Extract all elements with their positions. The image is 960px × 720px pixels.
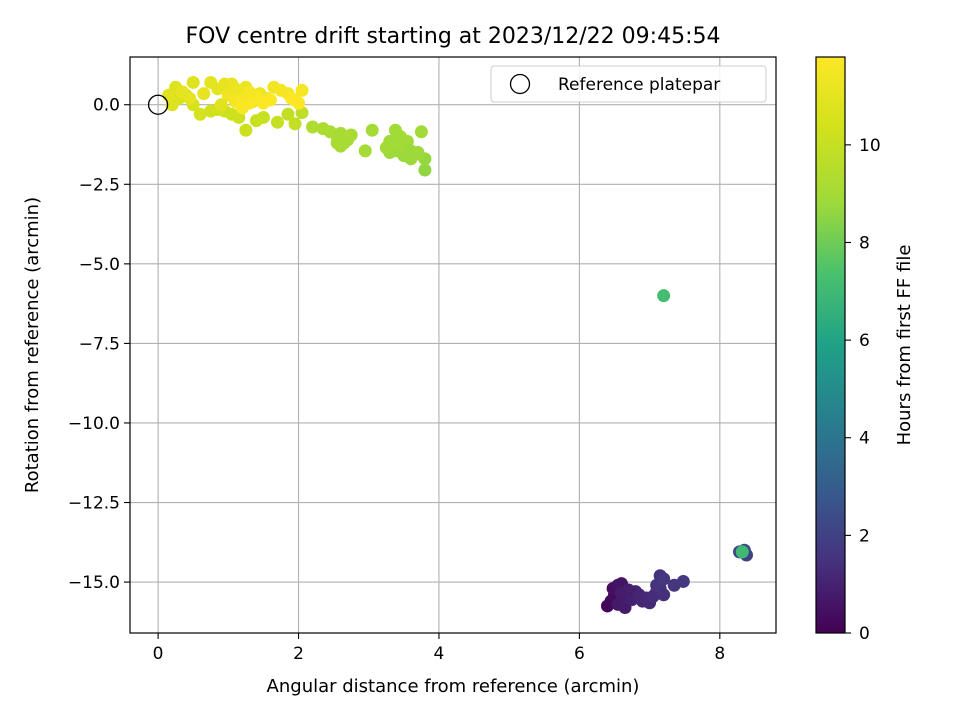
data-point [197, 87, 211, 101]
plot-frame [129, 56, 777, 634]
data-point [186, 75, 200, 89]
data-point [657, 588, 671, 602]
colorbar [815, 56, 846, 634]
y-tick-label: −15.0 [68, 573, 120, 593]
colorbar-tick-label: 2 [859, 526, 870, 546]
data-point [256, 96, 270, 110]
legend-marker-icon [509, 73, 531, 95]
colorbar-tick-label: 4 [859, 429, 870, 449]
data-point [249, 114, 263, 128]
y-tick-label: −2.5 [79, 175, 120, 195]
x-tick-label: 8 [714, 644, 725, 664]
y-tick-label: 0.0 [93, 96, 120, 116]
x-tick-label: 4 [434, 644, 445, 664]
y-tick-label: −5.0 [79, 255, 120, 275]
legend: Reference platepar [490, 65, 767, 103]
data-point [281, 107, 295, 121]
y-tick-label: −12.5 [68, 494, 120, 514]
data-point [358, 144, 372, 158]
data-point [288, 117, 302, 131]
data-point [306, 120, 320, 134]
x-tick-label: 0 [153, 644, 164, 664]
data-point [242, 85, 256, 99]
data-point [239, 123, 253, 137]
colorbar-tick-label: 10 [859, 136, 881, 156]
data-point [183, 91, 197, 105]
data-point [365, 123, 379, 137]
data-point [414, 125, 428, 139]
colorbar-tick-label: 0 [859, 624, 870, 644]
x-axis-label: Angular distance from reference (arcmin) [267, 676, 640, 697]
data-point [418, 163, 432, 177]
data-point [676, 574, 690, 588]
plot-area [130, 57, 776, 633]
data-point [204, 104, 218, 118]
y-axis-ticks: 0.0 −2.5 −5.0 −7.5 −10.0 −12.5 −15.0 [68, 96, 130, 593]
data-point [316, 122, 330, 136]
y-tick-label: −10.0 [68, 414, 120, 434]
legend-box [490, 65, 767, 103]
data-point [162, 88, 176, 102]
data-point [292, 96, 306, 110]
y-tick-label: −7.5 [79, 334, 120, 354]
colorbar-ticks: 0 2 4 6 8 10 [845, 136, 881, 644]
data-point [270, 115, 284, 129]
data-point [295, 83, 309, 97]
data-point [341, 133, 355, 147]
data-point [214, 98, 228, 112]
data-point [235, 101, 249, 115]
data-point [735, 545, 749, 559]
y-axis-label: Rotation from reference (arcmin) [22, 197, 43, 493]
reference-platepar-marker [147, 94, 169, 115]
data-point [193, 107, 207, 121]
data-point [411, 147, 425, 161]
colorbar-tick-label: 8 [859, 233, 870, 253]
data-points [162, 75, 754, 615]
colorbar-tick-label: 6 [859, 331, 870, 351]
x-tick-label: 6 [574, 644, 585, 664]
data-point [622, 583, 636, 597]
data-point [657, 572, 671, 586]
x-tick-label: 2 [293, 644, 304, 664]
data-point [388, 123, 402, 137]
data-point [657, 289, 671, 303]
colorbar-label: Hours from first FF file [894, 245, 915, 446]
x-axis-ticks: 0 2 4 6 8 [153, 633, 725, 664]
data-point [228, 82, 242, 96]
legend-entry-reference-platepar: Reference platepar [558, 75, 720, 95]
chart-title: FOV centre drift starting at 2023/12/22 … [186, 24, 721, 49]
